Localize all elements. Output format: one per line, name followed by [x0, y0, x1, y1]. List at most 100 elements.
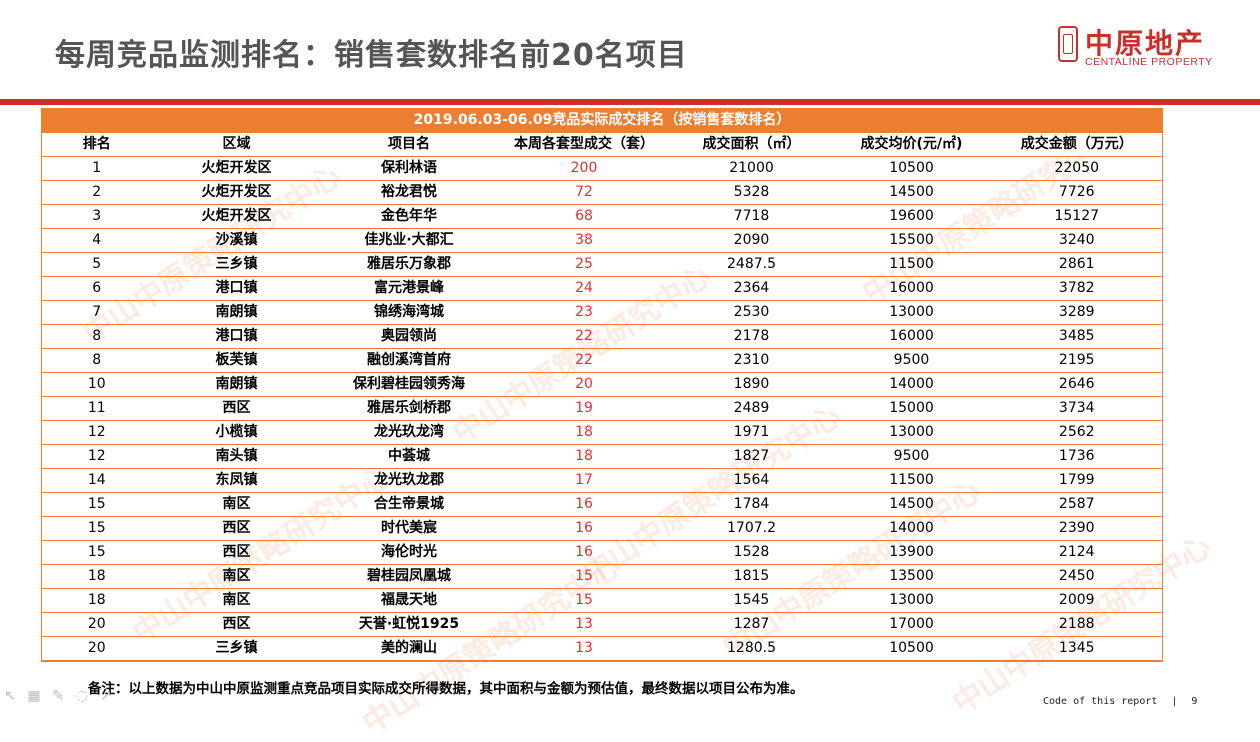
cell-units: 15 [496, 564, 672, 589]
cell-rank: 1 [41, 156, 152, 181]
cell-avg-price: 14500 [831, 180, 992, 205]
table-header-row: 排名 区域 项目名 本周各套型成交（套） 成交面积（㎡） 成交均价(元/㎡) 成… [41, 132, 1163, 157]
cell-units: 68 [496, 204, 672, 229]
eraser-icon[interactable]: ◌ [75, 688, 89, 704]
cell-floor-area: 7718 [671, 204, 832, 229]
column-header-project: 项目名 [321, 132, 497, 157]
cell-floor-area: 1890 [671, 372, 832, 397]
table-row: 11 西区 雅居乐剑桥郡 19 2489 15000 3734 [41, 396, 1163, 421]
cell-project: 龙光玖龙湾 [321, 420, 497, 445]
cell-rank: 18 [41, 564, 152, 589]
cell-project: 福晟天地 [321, 588, 497, 613]
cell-avg-price: 13900 [831, 540, 992, 565]
header-divider [0, 99, 1260, 105]
cell-floor-area: 5328 [671, 180, 832, 205]
cell-units: 22 [496, 324, 672, 349]
cell-amount: 1736 [991, 444, 1163, 469]
cell-avg-price: 15000 [831, 396, 992, 421]
cell-units: 15 [496, 588, 672, 613]
table-row: 6 港口镇 富元港景峰 24 2364 16000 3782 [41, 276, 1163, 301]
cell-floor-area: 1971 [671, 420, 832, 445]
table-row: 15 西区 海伦时光 16 1528 13900 2124 [41, 540, 1163, 565]
table-row: 15 南区 合生帝景城 16 1784 14500 2587 [41, 492, 1163, 517]
cell-area: 板芙镇 [151, 348, 322, 373]
table-row: 14 东凤镇 龙光玖龙郡 17 1564 11500 1799 [41, 468, 1163, 493]
cell-area: 南朗镇 [151, 300, 322, 325]
cell-avg-price: 11500 [831, 252, 992, 277]
table-row: 18 南区 福晟天地 15 1545 13000 2009 [41, 588, 1163, 613]
column-header-units: 本周各套型成交（套） [496, 132, 672, 157]
cell-rank: 15 [41, 516, 152, 541]
cell-units: 25 [496, 252, 672, 277]
cell-amount: 1345 [991, 636, 1163, 662]
cell-floor-area: 1827 [671, 444, 832, 469]
column-header-avg-price: 成交均价(元/㎡) [831, 132, 992, 157]
footer-separator: | [1171, 696, 1178, 707]
page-title: 每周竞品监测排名：销售套数排名前20名项目 [55, 38, 688, 73]
cell-units: 13 [496, 636, 672, 662]
cell-project: 天誉·虹悦1925 [321, 612, 497, 637]
report-code-label: Code of this report [1043, 696, 1158, 707]
cell-project: 龙光玖龙郡 [321, 468, 497, 493]
cell-project: 碧桂园凤凰城 [321, 564, 497, 589]
cell-amount: 2124 [991, 540, 1163, 565]
cell-floor-area: 2178 [671, 324, 832, 349]
cell-units: 17 [496, 468, 672, 493]
cell-avg-price: 14500 [831, 492, 992, 517]
table-row: 8 港口镇 奥园领尚 22 2178 16000 3485 [41, 324, 1163, 349]
cell-amount: 2861 [991, 252, 1163, 277]
cell-project: 裕龙君悦 [321, 180, 497, 205]
table-row: 4 沙溪镇 佳兆业·大都汇 38 2090 15500 3240 [41, 228, 1163, 253]
cell-amount: 2195 [991, 348, 1163, 373]
cell-floor-area: 2530 [671, 300, 832, 325]
cell-project: 海伦时光 [321, 540, 497, 565]
cell-rank: 10 [41, 372, 152, 397]
column-header-rank: 排名 [41, 132, 152, 157]
column-header-floor-area: 成交面积（㎡） [671, 132, 832, 157]
cell-rank: 11 [41, 396, 152, 421]
cell-rank: 20 [41, 612, 152, 637]
table-row: 7 南朗镇 锦绣海湾城 23 2530 13000 3289 [41, 300, 1163, 325]
cell-area: 三乡镇 [151, 252, 322, 277]
grid-icon[interactable]: ▦ [27, 688, 41, 704]
cursor-icon[interactable]: ↗ [100, 688, 112, 704]
cell-rank: 15 [41, 540, 152, 565]
cell-amount: 2562 [991, 420, 1163, 445]
cell-rank: 8 [41, 324, 152, 349]
cell-units: 22 [496, 348, 672, 373]
cell-floor-area: 1287 [671, 612, 832, 637]
cell-amount: 7726 [991, 180, 1163, 205]
cell-rank: 6 [41, 276, 152, 301]
table-row: 10 南朗镇 保利碧桂园领秀海 20 1890 14000 2646 [41, 372, 1163, 397]
pen-icon[interactable]: ✎ [52, 688, 64, 704]
cell-project: 金色年华 [321, 204, 497, 229]
cell-units: 18 [496, 420, 672, 445]
pointer-icon[interactable]: ↖ [4, 688, 16, 704]
cell-avg-price: 16000 [831, 324, 992, 349]
cell-avg-price: 11500 [831, 468, 992, 493]
cell-project: 佳兆业·大都汇 [321, 228, 497, 253]
cell-floor-area: 1707.2 [671, 516, 832, 541]
cell-area: 南区 [151, 564, 322, 589]
cell-amount: 2587 [991, 492, 1163, 517]
cell-amount: 1799 [991, 468, 1163, 493]
table-row: 12 小榄镇 龙光玖龙湾 18 1971 13000 2562 [41, 420, 1163, 445]
cell-rank: 2 [41, 180, 152, 205]
column-header-area: 区域 [151, 132, 322, 157]
cell-rank: 5 [41, 252, 152, 277]
cell-project: 融创溪湾首府 [321, 348, 497, 373]
cell-area: 三乡镇 [151, 636, 322, 662]
cell-floor-area: 2310 [671, 348, 832, 373]
cell-avg-price: 13000 [831, 420, 992, 445]
cell-units: 16 [496, 540, 672, 565]
cell-avg-price: 10500 [831, 156, 992, 181]
table-caption: 2019.06.03-06.09竞品实际成交排名（按销售套数排名） [41, 108, 1163, 133]
table-row: 20 三乡镇 美的澜山 13 1280.5 10500 1345 [41, 636, 1163, 662]
table-row: 1 火炬开发区 保利林语 200 21000 10500 22050 [41, 156, 1163, 181]
cell-avg-price: 10500 [831, 636, 992, 662]
footnote: 备注：以上数据为中山中原监测重点竞品项目实际成交所得数据，其中面积与金额为预估值… [88, 681, 804, 697]
cell-project: 中荟城 [321, 444, 497, 469]
cell-amount: 3485 [991, 324, 1163, 349]
cell-project: 美的澜山 [321, 636, 497, 662]
cell-floor-area: 2364 [671, 276, 832, 301]
